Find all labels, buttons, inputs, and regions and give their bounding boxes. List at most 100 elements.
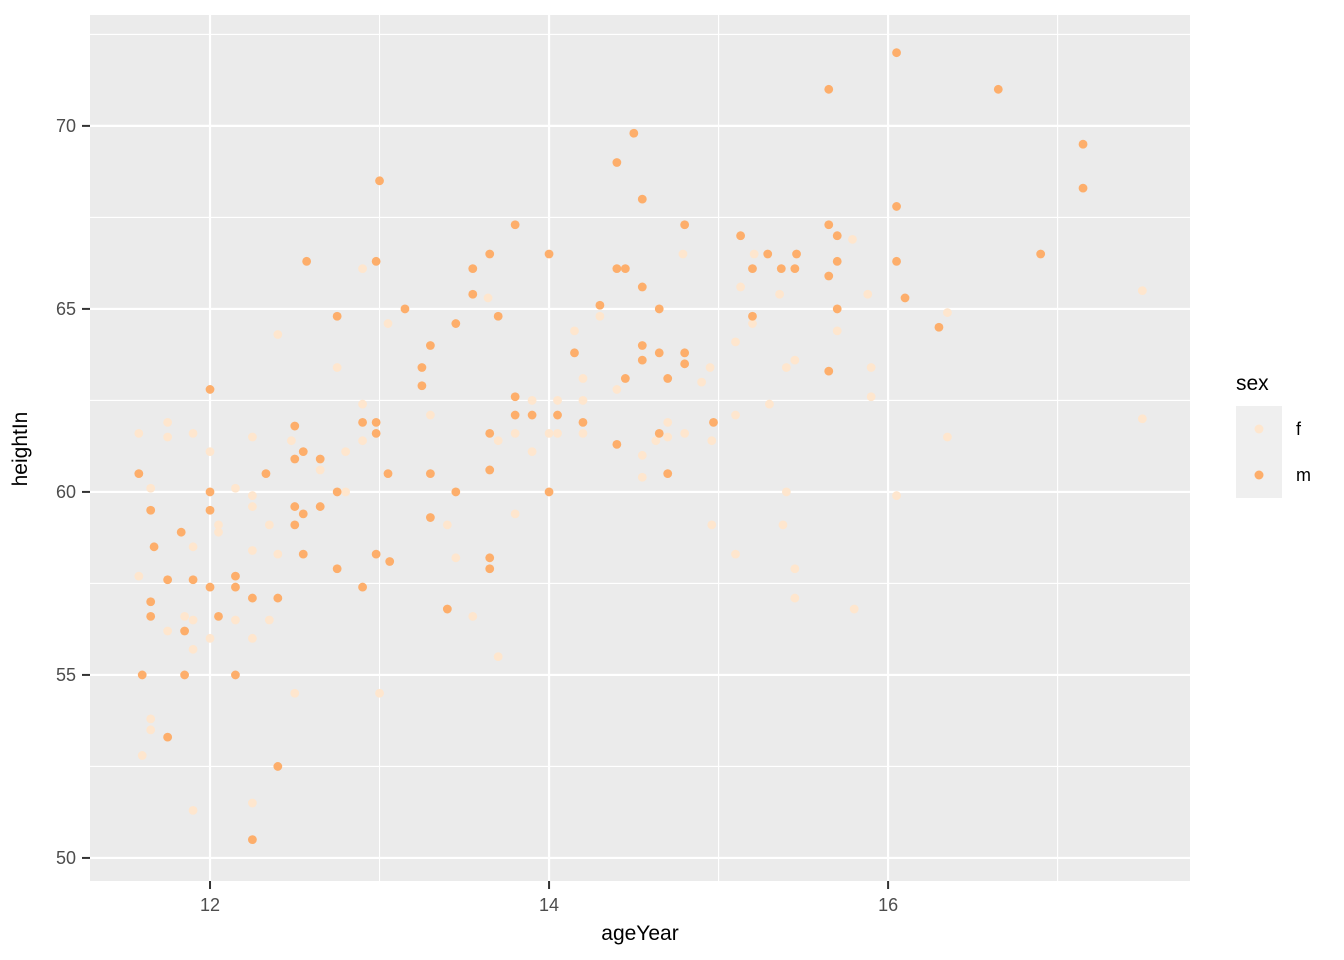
data-point-m bbox=[832, 256, 842, 266]
data-point-m bbox=[273, 593, 283, 603]
data-point-f bbox=[790, 355, 800, 365]
data-point-f bbox=[146, 483, 156, 493]
data-point-m bbox=[637, 282, 647, 292]
data-point-m bbox=[595, 300, 605, 310]
data-point-m bbox=[485, 553, 495, 563]
data-point-f bbox=[493, 436, 503, 446]
data-point-f bbox=[247, 491, 257, 500]
data-point-m bbox=[544, 249, 554, 259]
data-point-f bbox=[1137, 414, 1147, 424]
data-point-m bbox=[442, 604, 452, 614]
data-point-m bbox=[188, 575, 198, 585]
data-point-f bbox=[637, 472, 647, 482]
data-point-f bbox=[527, 396, 537, 405]
data-point-f bbox=[137, 751, 147, 760]
data-point-m bbox=[900, 293, 910, 303]
data-point-m bbox=[776, 264, 786, 274]
data-point-m bbox=[792, 249, 801, 259]
data-point-m bbox=[493, 311, 503, 321]
data-point-m bbox=[1078, 183, 1088, 193]
data-point-m bbox=[375, 176, 384, 186]
data-point-f bbox=[264, 520, 274, 530]
data-point-m bbox=[371, 549, 381, 559]
data-point-m bbox=[544, 487, 554, 497]
data-point-m bbox=[1036, 249, 1046, 259]
data-point-f bbox=[341, 447, 351, 457]
data-point-m bbox=[290, 502, 300, 511]
data-point-m bbox=[824, 271, 834, 281]
data-point-f bbox=[570, 326, 579, 336]
data-point-m bbox=[371, 417, 381, 427]
data-point-f bbox=[775, 289, 784, 299]
data-point-f bbox=[273, 549, 283, 559]
data-point-m bbox=[832, 304, 842, 314]
data-point-m bbox=[146, 597, 156, 607]
data-point-f bbox=[231, 483, 240, 493]
data-point-f bbox=[134, 428, 144, 438]
data-point-m bbox=[709, 417, 718, 427]
data-point-m bbox=[468, 289, 478, 299]
data-point-m bbox=[637, 355, 647, 365]
data-point-m bbox=[231, 670, 240, 680]
x-tick-label: 14 bbox=[539, 895, 559, 915]
data-point-m bbox=[273, 762, 283, 771]
data-point-f bbox=[163, 417, 173, 427]
data-point-f bbox=[781, 487, 791, 497]
data-point-f bbox=[595, 311, 605, 321]
data-point-f bbox=[705, 363, 715, 372]
data-point-f bbox=[731, 549, 740, 559]
data-point-m bbox=[1078, 139, 1088, 149]
data-point-m bbox=[654, 348, 664, 358]
data-point-f bbox=[180, 611, 189, 621]
data-point-f bbox=[483, 293, 493, 303]
data-point-f bbox=[527, 447, 537, 457]
data-point-m bbox=[247, 593, 257, 603]
data-point-f bbox=[707, 520, 717, 530]
data-point-m bbox=[315, 454, 325, 464]
data-point-m bbox=[663, 374, 673, 383]
data-point-m bbox=[231, 582, 240, 592]
data-point-f bbox=[849, 604, 859, 614]
legend-item-f: f bbox=[1236, 406, 1344, 452]
data-point-m bbox=[510, 220, 520, 230]
data-point-m bbox=[993, 84, 1003, 94]
y-tick-label: 65 bbox=[56, 299, 76, 319]
data-point-m bbox=[680, 348, 690, 358]
data-point-m bbox=[146, 505, 156, 515]
data-point-m bbox=[358, 417, 367, 427]
plot-panel bbox=[90, 15, 1190, 881]
data-point-f bbox=[286, 436, 296, 446]
data-point-f bbox=[134, 571, 144, 581]
data-point-f bbox=[273, 330, 283, 339]
data-point-m bbox=[612, 158, 622, 167]
data-point-m bbox=[612, 264, 622, 274]
data-point-m bbox=[680, 359, 690, 369]
data-point-m bbox=[385, 557, 395, 566]
data-point-m bbox=[137, 670, 147, 680]
data-point-f bbox=[832, 326, 842, 336]
data-point-m bbox=[468, 264, 478, 274]
data-point-m bbox=[485, 249, 495, 259]
data-point-f bbox=[468, 611, 478, 621]
data-point-m bbox=[332, 487, 342, 497]
data-point-m bbox=[302, 256, 312, 266]
data-point-f bbox=[707, 436, 717, 446]
data-point-m bbox=[425, 341, 435, 350]
data-point-f bbox=[358, 436, 367, 446]
y-tick-label: 55 bbox=[56, 665, 76, 685]
data-point-f bbox=[493, 652, 503, 662]
data-point-f bbox=[315, 465, 325, 475]
y-axis-title: heightIn bbox=[9, 411, 32, 487]
data-point-m bbox=[332, 564, 342, 574]
data-point-m bbox=[205, 385, 215, 394]
data-point-f bbox=[247, 633, 257, 643]
data-point-m bbox=[824, 84, 834, 94]
data-point-m bbox=[261, 469, 271, 479]
data-point-m bbox=[824, 366, 834, 376]
data-point-m bbox=[383, 469, 393, 479]
data-point-f bbox=[943, 432, 952, 442]
data-point-m bbox=[298, 447, 308, 457]
legend-key-m bbox=[1236, 452, 1282, 498]
data-point-m bbox=[578, 417, 588, 427]
